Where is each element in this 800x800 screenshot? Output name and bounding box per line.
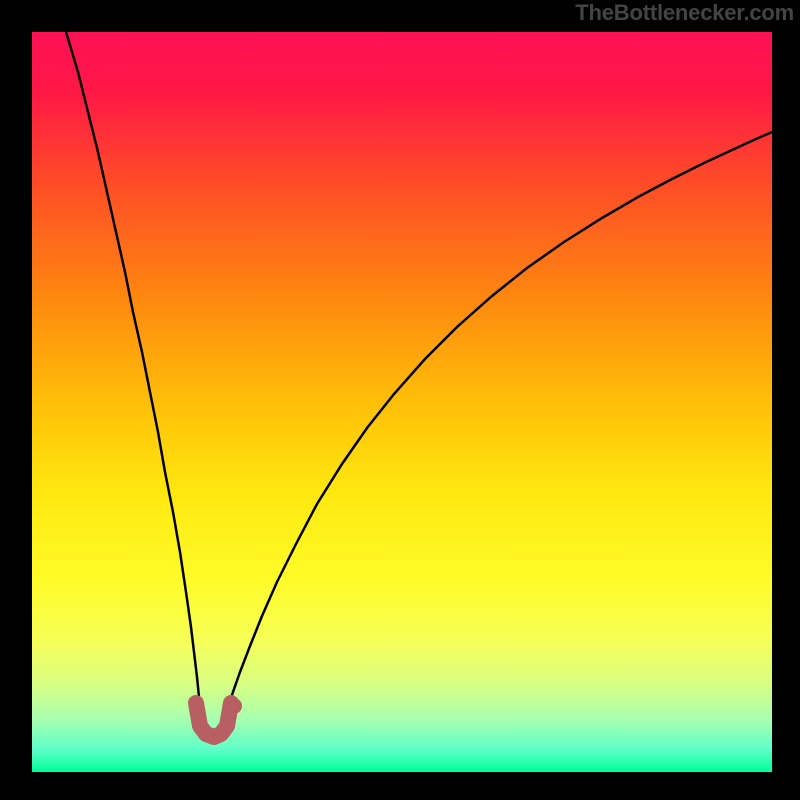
series-u-bridge	[196, 703, 231, 737]
figure-root: { "figure": { "type": "line", "width": 8…	[0, 0, 800, 800]
bridge-dot	[226, 698, 242, 714]
series-curve-left	[66, 32, 201, 719]
watermark-text: TheBottlenecker.com	[575, 0, 794, 26]
plot-svg	[32, 32, 772, 772]
series-curve-right	[224, 132, 772, 719]
plot-area	[32, 32, 772, 772]
